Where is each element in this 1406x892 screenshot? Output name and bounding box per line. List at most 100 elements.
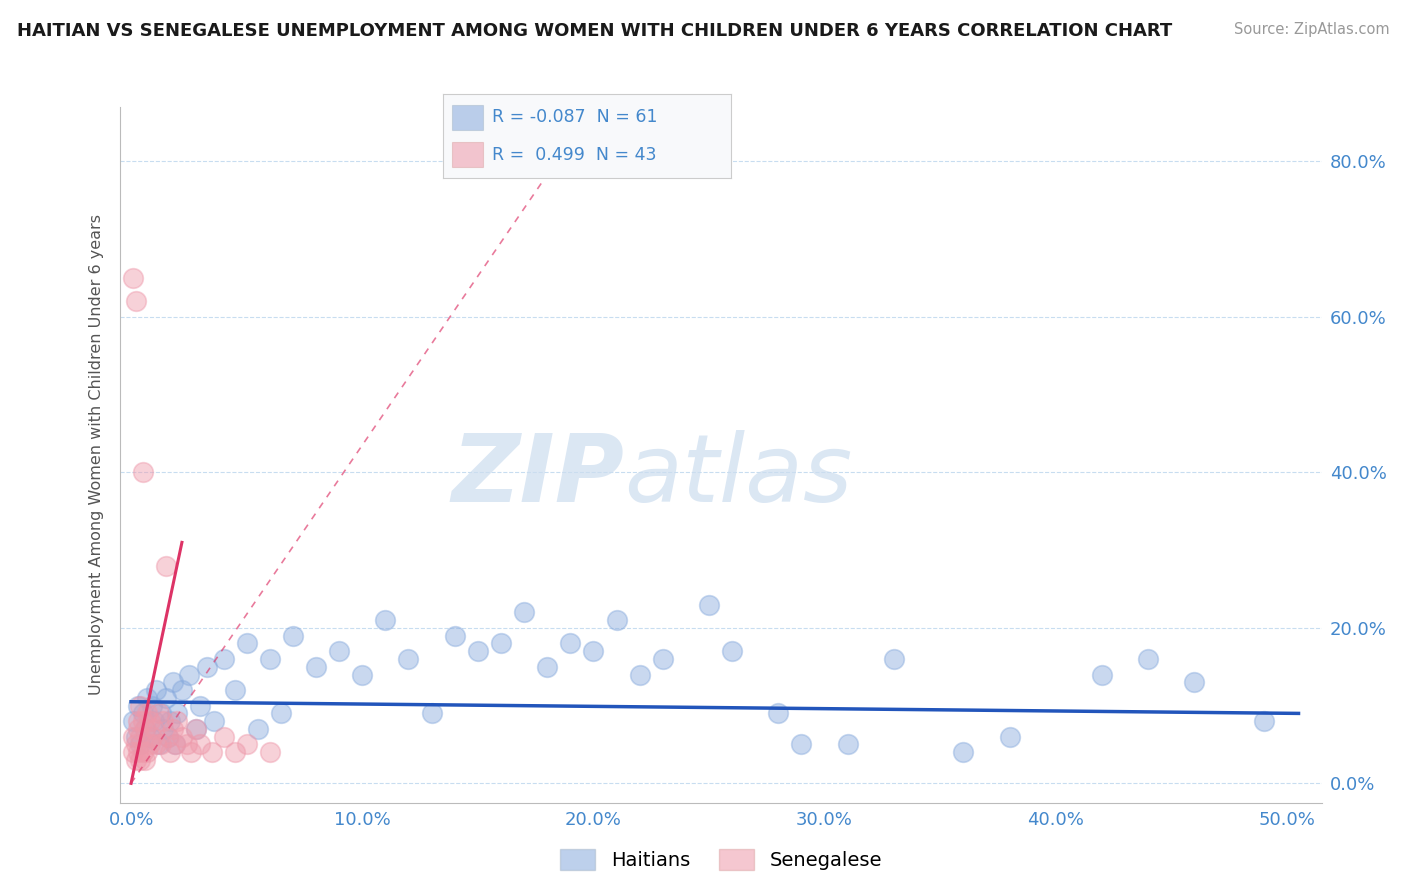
Point	[170, 730, 193, 744]
Point	[157, 730, 180, 744]
Point	[127, 714, 149, 728]
Text: R =  0.499  N = 43: R = 0.499 N = 43	[492, 145, 657, 163]
Point	[134, 753, 156, 767]
Point	[148, 706, 170, 721]
Point	[129, 738, 152, 752]
Point	[398, 652, 420, 666]
Point	[122, 745, 145, 759]
Y-axis label: Unemployment Among Women with Children Under 6 years: Unemployment Among Women with Children U…	[89, 214, 104, 696]
Legend: Haitians, Senegalese: Haitians, Senegalese	[553, 841, 890, 878]
Point	[202, 714, 225, 728]
Point	[420, 706, 443, 721]
Point	[163, 738, 186, 752]
Point	[328, 644, 350, 658]
Point	[190, 698, 212, 713]
Point	[374, 613, 396, 627]
Text: atlas: atlas	[624, 430, 852, 521]
Point	[131, 745, 153, 759]
Point	[560, 636, 582, 650]
Point	[131, 714, 153, 728]
Point	[141, 698, 163, 713]
Point	[176, 738, 198, 752]
Point	[148, 738, 170, 752]
Point	[235, 738, 257, 752]
Point	[489, 636, 512, 650]
Point	[837, 738, 859, 752]
Point	[177, 667, 200, 681]
Point	[352, 667, 374, 681]
Point	[247, 722, 270, 736]
Point	[536, 659, 558, 673]
Point	[467, 644, 489, 658]
Point	[166, 714, 188, 728]
Point	[127, 698, 149, 713]
Point	[651, 652, 673, 666]
Point	[201, 745, 224, 759]
Point	[159, 745, 181, 759]
Point	[1091, 667, 1114, 681]
Point	[131, 466, 153, 480]
Point	[224, 745, 246, 759]
Point	[270, 706, 292, 721]
Point	[305, 659, 328, 673]
Point	[138, 730, 160, 744]
Point	[190, 738, 212, 752]
Point	[1137, 652, 1160, 666]
Point	[170, 683, 193, 698]
Point	[195, 659, 218, 673]
Point	[790, 738, 813, 752]
Point	[152, 714, 174, 728]
Point	[125, 294, 148, 309]
Point	[184, 722, 207, 736]
Point	[180, 745, 202, 759]
Point	[443, 629, 465, 643]
Point	[125, 738, 148, 752]
Point	[134, 722, 156, 736]
Point	[259, 745, 281, 759]
FancyBboxPatch shape	[451, 142, 484, 168]
Point	[155, 690, 177, 705]
Point	[129, 753, 152, 767]
Point	[235, 636, 257, 650]
Point	[152, 722, 174, 736]
Point	[129, 698, 152, 713]
Point	[952, 745, 974, 759]
Point	[143, 714, 166, 728]
Text: HAITIAN VS SENEGALESE UNEMPLOYMENT AMONG WOMEN WITH CHILDREN UNDER 6 YEARS CORRE: HAITIAN VS SENEGALESE UNEMPLOYMENT AMONG…	[17, 22, 1173, 40]
Point	[212, 652, 235, 666]
Point	[141, 730, 163, 744]
Point	[150, 738, 173, 752]
Point	[513, 605, 536, 619]
Point	[122, 730, 145, 744]
Text: R = -0.087  N = 61: R = -0.087 N = 61	[492, 109, 658, 127]
Point	[224, 683, 246, 698]
Point	[259, 652, 281, 666]
Point	[125, 753, 148, 767]
Point	[883, 652, 905, 666]
Point	[127, 722, 149, 736]
Point	[697, 598, 720, 612]
Point	[145, 683, 167, 698]
Point	[138, 714, 160, 728]
Point	[159, 714, 181, 728]
Point	[134, 722, 156, 736]
Point	[157, 730, 180, 744]
Point	[166, 706, 188, 721]
Point	[162, 675, 184, 690]
Text: Source: ZipAtlas.com: Source: ZipAtlas.com	[1233, 22, 1389, 37]
Point	[212, 730, 235, 744]
Point	[155, 558, 177, 573]
Point	[1184, 675, 1206, 690]
Point	[145, 738, 167, 752]
Point	[163, 738, 186, 752]
Text: ZIP: ZIP	[451, 430, 624, 522]
Point	[127, 745, 149, 759]
Point	[122, 714, 145, 728]
Point	[606, 613, 628, 627]
Point	[122, 271, 145, 285]
Point	[162, 722, 184, 736]
Point	[125, 730, 148, 744]
Point	[582, 644, 605, 658]
Point	[138, 738, 160, 752]
Point	[628, 667, 651, 681]
